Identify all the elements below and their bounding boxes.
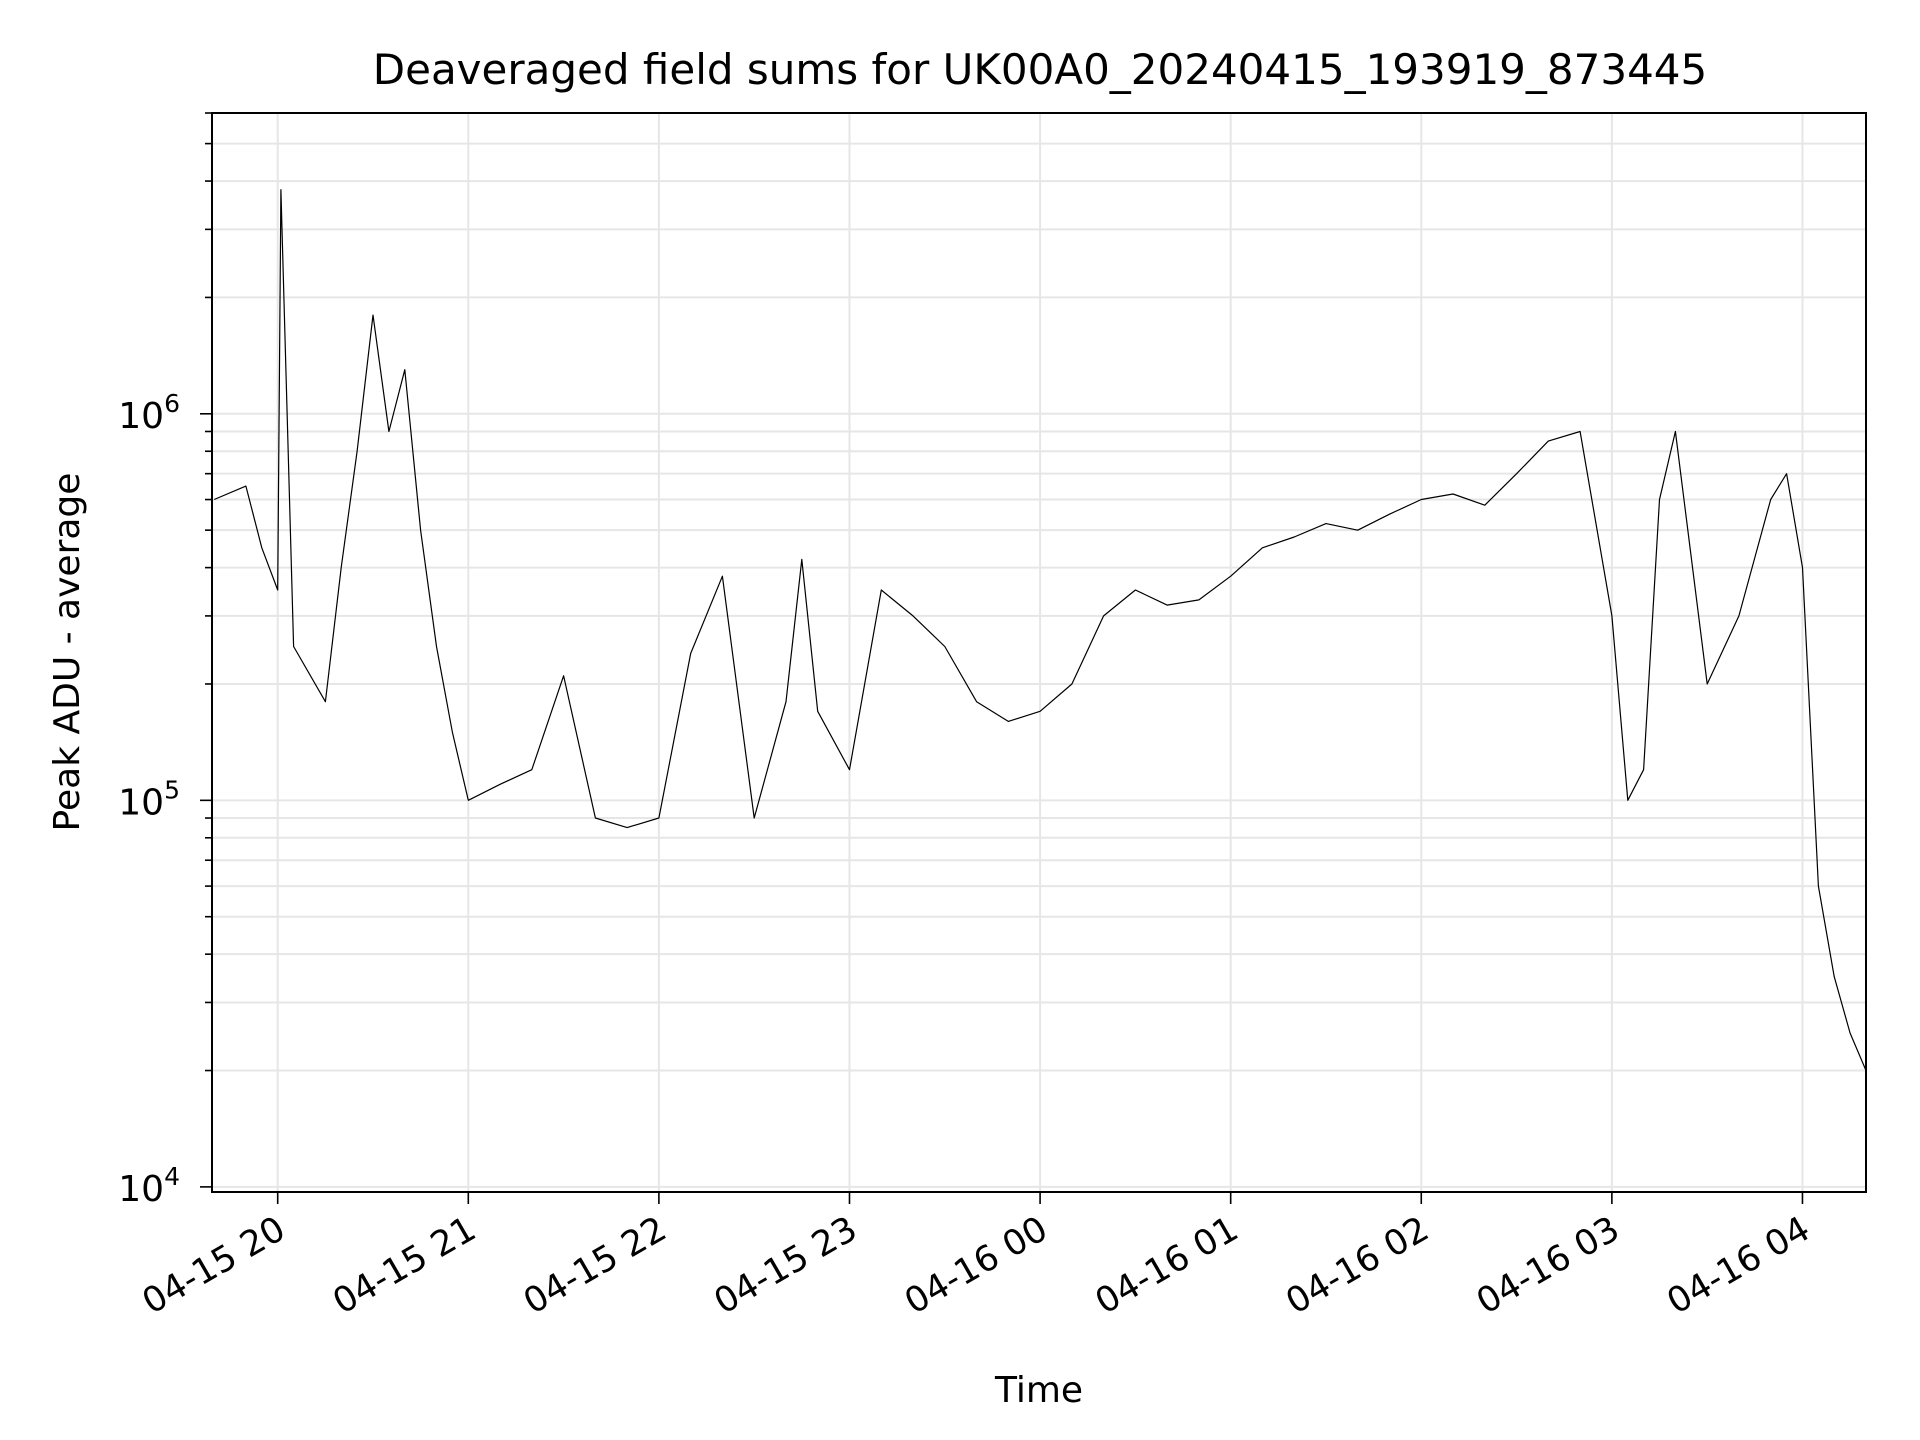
y-tick-label-exponent: 5 bbox=[164, 775, 180, 804]
y-tick-label: 106 bbox=[118, 389, 180, 437]
y-tick-label-exponent: 6 bbox=[164, 389, 180, 418]
x-tick-label: 04-15 20 bbox=[136, 1209, 292, 1322]
plot-grid bbox=[212, 112, 1866, 1192]
y-tick-label-base: 10 bbox=[118, 396, 164, 437]
x-tick-label: 04-15 23 bbox=[708, 1209, 864, 1322]
x-tick-label: 04-16 02 bbox=[1279, 1209, 1435, 1322]
plot-frame bbox=[211, 112, 1867, 1193]
x-tick-label: 04-16 00 bbox=[898, 1209, 1054, 1322]
y-tick-label-exponent: 4 bbox=[164, 1162, 180, 1191]
x-axis-label: Time bbox=[994, 1370, 1083, 1411]
y-tick-label-base: 10 bbox=[118, 782, 164, 823]
y-tick-label-base: 10 bbox=[118, 1169, 164, 1210]
chart-title: Deaveraged field sums for UK00A0_2024041… bbox=[373, 45, 1707, 94]
x-tick-label: 04-16 01 bbox=[1089, 1209, 1245, 1322]
data-series-line bbox=[213, 189, 1867, 1071]
x-tick-label: 04-15 22 bbox=[517, 1209, 673, 1322]
x-tick-label: 04-15 21 bbox=[327, 1209, 483, 1322]
y-axis-label: Peak ADU - average bbox=[47, 473, 88, 832]
x-tick-label: 04-16 04 bbox=[1661, 1209, 1817, 1322]
x-tick-label: 04-16 03 bbox=[1470, 1209, 1626, 1322]
plot-series bbox=[213, 189, 1867, 1071]
y-tick-label: 105 bbox=[118, 775, 180, 823]
y-tick-label: 104 bbox=[118, 1162, 180, 1210]
x-axis: 04-15 20 04-15 21 04-15 22 04-15 23 04-16 00… bbox=[136, 1192, 1817, 1322]
